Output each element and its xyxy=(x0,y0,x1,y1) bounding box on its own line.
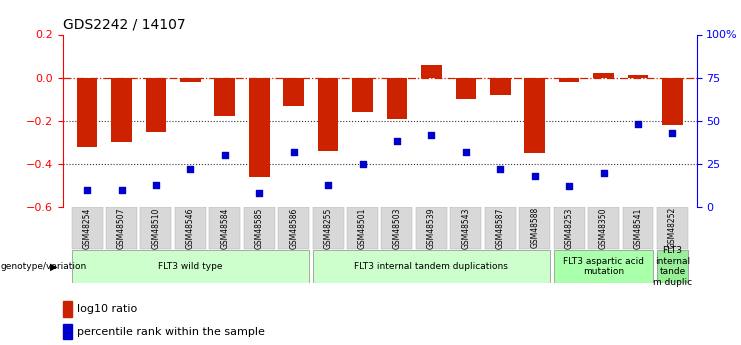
Bar xyxy=(146,78,166,131)
Point xyxy=(82,187,93,193)
Point xyxy=(598,170,610,175)
Point xyxy=(116,187,127,193)
Bar xyxy=(214,78,235,117)
FancyBboxPatch shape xyxy=(657,250,688,283)
Point xyxy=(150,182,162,187)
Bar xyxy=(283,78,304,106)
FancyBboxPatch shape xyxy=(554,207,585,249)
FancyBboxPatch shape xyxy=(554,250,654,283)
FancyBboxPatch shape xyxy=(347,207,378,249)
FancyBboxPatch shape xyxy=(313,250,551,283)
Point xyxy=(356,161,368,167)
Bar xyxy=(594,73,614,78)
Bar xyxy=(111,78,132,142)
Bar xyxy=(421,65,442,78)
FancyBboxPatch shape xyxy=(72,207,102,249)
Bar xyxy=(662,78,682,125)
FancyBboxPatch shape xyxy=(622,207,654,249)
Text: GSM48539: GSM48539 xyxy=(427,207,436,249)
Text: GSM48541: GSM48541 xyxy=(634,207,642,248)
Text: FLT3 aspartic acid
mutation: FLT3 aspartic acid mutation xyxy=(563,257,644,276)
FancyBboxPatch shape xyxy=(209,207,240,249)
Text: GSM48252: GSM48252 xyxy=(668,207,677,248)
Text: GSM48253: GSM48253 xyxy=(565,207,574,248)
FancyBboxPatch shape xyxy=(416,207,447,249)
FancyBboxPatch shape xyxy=(72,250,309,283)
Bar xyxy=(180,78,201,82)
Text: GSM48543: GSM48543 xyxy=(462,207,471,249)
Point xyxy=(288,149,299,155)
FancyBboxPatch shape xyxy=(519,207,551,249)
Text: GSM48510: GSM48510 xyxy=(151,207,161,248)
Bar xyxy=(628,76,648,78)
Point xyxy=(253,190,265,196)
FancyBboxPatch shape xyxy=(175,207,206,249)
Text: percentile rank within the sample: percentile rank within the sample xyxy=(77,327,265,337)
Text: FLT3 wild type: FLT3 wild type xyxy=(158,262,222,271)
Bar xyxy=(352,78,373,112)
Bar xyxy=(490,78,511,95)
Bar xyxy=(63,301,72,317)
FancyBboxPatch shape xyxy=(313,207,344,249)
Bar xyxy=(77,78,97,147)
FancyBboxPatch shape xyxy=(588,207,619,249)
Point xyxy=(632,121,644,127)
Bar xyxy=(387,78,408,119)
Point xyxy=(666,130,678,136)
Text: GSM48350: GSM48350 xyxy=(599,207,608,249)
FancyBboxPatch shape xyxy=(451,207,482,249)
Point xyxy=(322,182,334,187)
FancyBboxPatch shape xyxy=(657,207,688,249)
Bar xyxy=(559,78,579,82)
FancyBboxPatch shape xyxy=(106,207,137,249)
Text: FLT3 internal tandem duplications: FLT3 internal tandem duplications xyxy=(354,262,508,271)
Text: GSM48254: GSM48254 xyxy=(82,207,92,248)
FancyBboxPatch shape xyxy=(244,207,275,249)
Text: GSM48503: GSM48503 xyxy=(393,207,402,249)
Text: log10 ratio: log10 ratio xyxy=(77,304,137,314)
Text: GSM48507: GSM48507 xyxy=(117,207,126,249)
Text: GSM48255: GSM48255 xyxy=(324,207,333,248)
Point xyxy=(219,152,230,158)
Point xyxy=(529,173,541,179)
Point xyxy=(460,149,472,155)
Bar xyxy=(456,78,476,99)
FancyBboxPatch shape xyxy=(382,207,413,249)
Text: genotype/variation: genotype/variation xyxy=(1,262,87,271)
Point xyxy=(391,139,403,144)
FancyBboxPatch shape xyxy=(485,207,516,249)
Bar xyxy=(525,78,545,153)
Text: FLT3
internal
tande
m duplic: FLT3 internal tande m duplic xyxy=(653,246,692,287)
FancyBboxPatch shape xyxy=(278,207,309,249)
Point xyxy=(425,132,437,137)
Text: GSM48586: GSM48586 xyxy=(289,207,298,248)
Bar xyxy=(249,78,270,177)
Point xyxy=(494,166,506,172)
Text: GSM48587: GSM48587 xyxy=(496,207,505,248)
Text: GSM48546: GSM48546 xyxy=(186,207,195,249)
Text: ▶: ▶ xyxy=(50,262,57,272)
Text: GSM48501: GSM48501 xyxy=(358,207,367,248)
Bar xyxy=(63,324,72,339)
Text: GSM48588: GSM48588 xyxy=(531,207,539,248)
Point xyxy=(185,166,196,172)
Text: GSM48585: GSM48585 xyxy=(255,207,264,248)
FancyBboxPatch shape xyxy=(141,207,171,249)
Point xyxy=(563,184,575,189)
Text: GDS2242 / 14107: GDS2242 / 14107 xyxy=(63,18,185,32)
Bar xyxy=(318,78,339,151)
Text: GSM48584: GSM48584 xyxy=(220,207,229,248)
